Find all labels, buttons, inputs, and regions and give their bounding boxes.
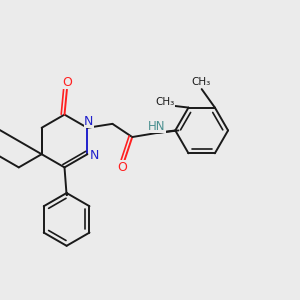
Text: CH₃: CH₃ xyxy=(191,77,211,88)
Text: O: O xyxy=(62,76,72,88)
Text: CH₃: CH₃ xyxy=(155,97,174,107)
Text: N: N xyxy=(84,115,94,128)
Text: N: N xyxy=(89,149,99,162)
Text: HN: HN xyxy=(148,120,165,133)
Text: O: O xyxy=(117,161,127,174)
